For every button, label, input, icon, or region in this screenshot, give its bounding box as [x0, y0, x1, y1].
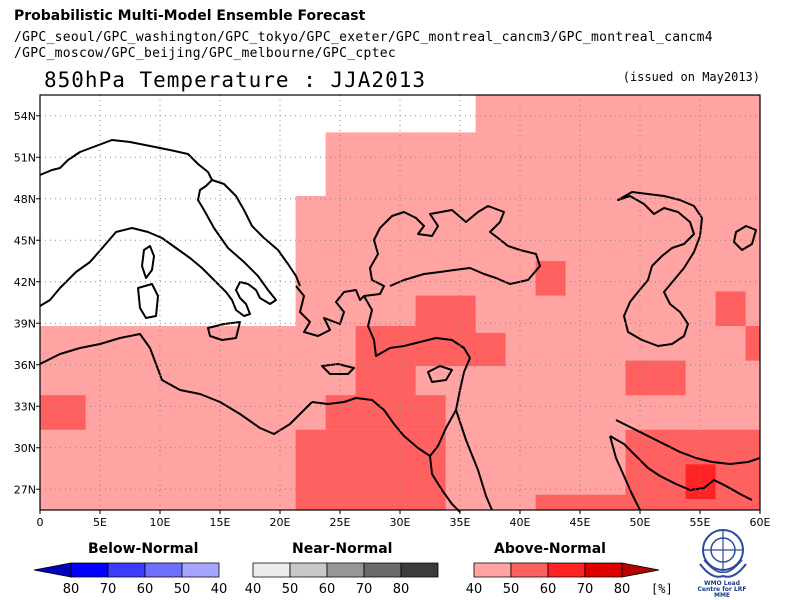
legend-below-label: 40 — [211, 582, 228, 597]
coast-sardinia — [137, 283, 159, 319]
legend-below-label: 70 — [100, 582, 117, 597]
legend-above-swatch-4 — [621, 562, 660, 578]
legend-near-swatch-3 — [363, 562, 402, 578]
legend-above-label: 60 — [540, 582, 557, 597]
gpc-list-line-1: /GPC_seoul/GPC_washington/GPC_tokyo/GPC_… — [14, 30, 713, 45]
coast-aral — [733, 225, 757, 251]
lat-label: 30N — [14, 442, 36, 455]
legend-near-label: 60 — [319, 582, 336, 597]
lat-label: 54N — [14, 110, 36, 123]
coast-north-africa — [39, 333, 313, 435]
issued-date: (issued on May2013) — [622, 70, 760, 84]
lon-label: 35E — [450, 516, 471, 529]
legend-near-label: 50 — [282, 582, 299, 597]
map-title: 850hPa Temperature : JJA2013 — [44, 68, 427, 92]
lat-lon-grid — [40, 95, 760, 510]
prob-cell-9 — [415, 295, 476, 333]
legend-bars: 80 70 60 50 40 40 50 60 70 80 40 50 60 70 80 [%] — [33, 562, 673, 597]
wmo-caption: WMO Lead Centre for LRF MME — [697, 580, 747, 599]
axis-labels: 0 5E 10E 15E 20E 25E 30E 35E 40E 45E 50E 55E 60E 27N 3… — [14, 110, 771, 529]
lon-label: 45E — [570, 516, 591, 529]
coast-iran — [615, 419, 761, 465]
legend-above-title: Above-Normal — [494, 541, 606, 557]
coast-red-sea — [311, 397, 431, 457]
lon-label: 25E — [330, 516, 351, 529]
prob-cell-1 — [295, 195, 760, 327]
lat-label: 33N — [14, 400, 36, 413]
lon-label: 0 — [37, 516, 44, 529]
coastlines — [39, 139, 761, 513]
prob-cell-8 — [415, 332, 506, 367]
legend-near-title: Near-Normal — [292, 541, 393, 557]
gpc-list-line-2: /GPC_moscow/GPC_beijing/GPC_melbourne/GP… — [14, 46, 396, 61]
legend-below-swatch-2 — [107, 562, 146, 578]
legend-above-swatch-1 — [510, 562, 549, 578]
legend-near-label: 40 — [245, 582, 262, 597]
legend-near-swatch-2 — [326, 562, 365, 578]
legend-below-swatch-4 — [181, 562, 220, 578]
prob-cell-2 — [325, 132, 760, 196]
legend-near-swatch-0 — [252, 562, 291, 578]
legend-near-swatch-4 — [400, 562, 439, 578]
legend-near-label: 80 — [393, 582, 410, 597]
lon-label: 50E — [630, 516, 651, 529]
legend-near-swatch-1 — [289, 562, 328, 578]
probability-cells — [40, 95, 760, 510]
lon-label: 40E — [510, 516, 531, 529]
legend-above-label: 50 — [503, 582, 520, 597]
legend-below-title: Below-Normal — [88, 541, 199, 557]
prob-cell-4 — [40, 395, 86, 430]
legend-below-label: 60 — [137, 582, 154, 597]
coast-caspian — [617, 191, 703, 347]
lon-label: 30E — [390, 516, 411, 529]
legend-below-label: 50 — [174, 582, 191, 597]
prob-cell-5 — [295, 429, 446, 510]
main-title: Probabilistic Multi-Model Ensemble Forec… — [14, 8, 366, 24]
prob-cell-13 — [745, 326, 760, 361]
lat-label: 27N — [14, 483, 36, 496]
lat-label: 36N — [14, 359, 36, 372]
lon-label: 60E — [750, 516, 771, 529]
legend-above-label: 70 — [577, 582, 594, 597]
lat-label: 48N — [14, 193, 36, 206]
lon-label: 5E — [93, 516, 107, 529]
wmo-logo — [699, 529, 747, 578]
legend-unit: [%] — [651, 582, 673, 596]
coast-persian-gulf — [609, 435, 753, 501]
coast-europe — [39, 139, 277, 317]
legend-below-label: 80 — [63, 582, 80, 597]
lon-label: 15E — [210, 516, 231, 529]
legend-near-label: 70 — [356, 582, 373, 597]
legend-below-swatch-1 — [70, 562, 109, 578]
coast-cyprus — [427, 365, 453, 383]
coast-corsica — [141, 245, 155, 279]
prob-cell-15 — [535, 494, 626, 510]
legend-above-label: 40 — [466, 582, 483, 597]
prob-cell-11 — [625, 360, 686, 396]
legend-above-swatch-3 — [584, 562, 623, 578]
lat-label: 39N — [14, 317, 36, 330]
lon-label: 10E — [150, 516, 171, 529]
coast-sinai — [455, 409, 493, 511]
coast-sicily — [207, 321, 241, 341]
legend-below-swatch-0 — [33, 562, 72, 578]
lat-label: 42N — [14, 276, 36, 289]
prob-cell-3 — [475, 95, 760, 133]
prob-cell-7 — [355, 326, 416, 396]
legend-above-swatch-0 — [473, 562, 512, 578]
prob-cell-12 — [715, 291, 746, 327]
coast-adriatic — [211, 179, 301, 287]
lon-label: 20E — [270, 516, 291, 529]
coast-levant — [429, 357, 471, 513]
lon-label: 55E — [690, 516, 711, 529]
coast-arabia — [609, 435, 641, 511]
coast-greece — [295, 205, 541, 337]
lat-label: 51N — [14, 151, 36, 164]
legend-below-swatch-3 — [144, 562, 183, 578]
legend-above-swatch-2 — [547, 562, 586, 578]
lat-label: 45N — [14, 234, 36, 247]
legend-above-label: 80 — [614, 582, 631, 597]
coast-turkey — [363, 295, 471, 359]
